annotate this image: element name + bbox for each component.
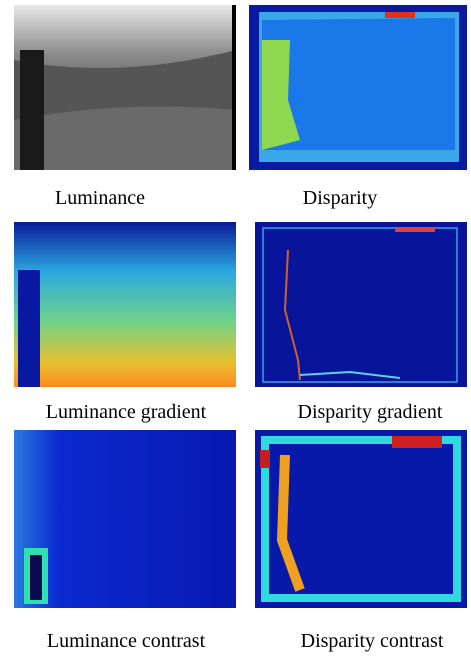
figure: Luminance Disparity Luminance gradient D…	[0, 0, 471, 656]
caption: Disparity gradient	[298, 401, 443, 423]
luminance-image	[14, 5, 236, 170]
caption: Disparity	[303, 187, 377, 209]
caption: Luminance contrast	[47, 630, 206, 652]
page: Luminance Disparity Luminance gradient D…	[0, 0, 471, 656]
disparity-gradient-image	[255, 222, 467, 387]
disparity-image	[249, 5, 467, 170]
caption: Luminance	[55, 187, 145, 209]
caption: Luminance gradient	[46, 401, 207, 423]
luminance-gradient-image	[14, 222, 236, 387]
caption: Disparity contrast	[301, 630, 444, 652]
luminance-contrast-image	[14, 430, 236, 608]
disparity-contrast-image	[255, 430, 467, 608]
